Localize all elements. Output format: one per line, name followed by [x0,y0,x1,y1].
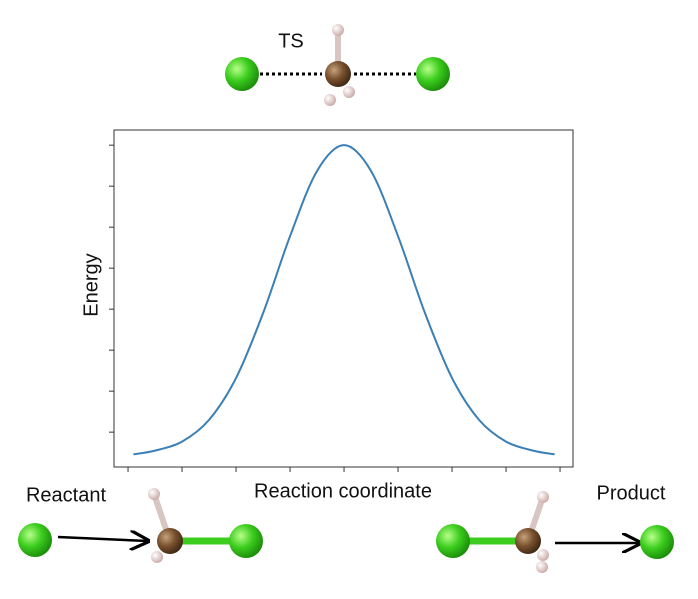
plot-frame [113,129,574,468]
energy-curve [133,144,555,456]
reactant-molecule [18,488,263,563]
product-molecule [436,491,674,573]
y-axis-label: Energy [80,253,102,316]
ts-molecule [225,24,450,106]
ts-label: TS [278,30,304,52]
x-axis-label: Reaction coordinate [254,480,432,502]
product-label: Product [597,482,666,504]
reactant-label: Reactant [26,484,106,506]
